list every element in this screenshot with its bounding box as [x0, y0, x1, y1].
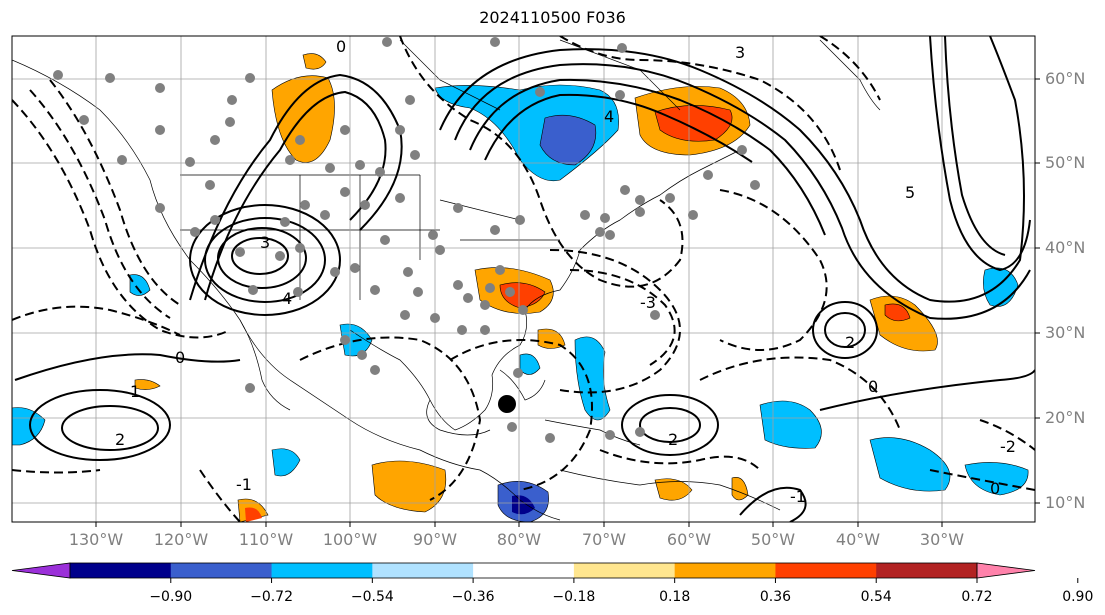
contour-label: 2 [668, 430, 678, 449]
shade-pacific-red [245, 507, 262, 522]
grid [12, 36, 1035, 522]
shade-pacific-nw-small [302, 53, 327, 70]
shade-canada-blue [539, 114, 597, 166]
solid-contours [14, 36, 1035, 522]
lon-tick-label: 70°W [582, 530, 626, 549]
contour-labels: 0 1 -1 2 -2 3 -3 4 5 0 2 3 4 2 0 0 -1 [115, 37, 1016, 506]
colorbar-tick-label: 0.90 [1062, 589, 1093, 605]
storm-center-marker [498, 395, 516, 413]
lon-tick-label: 130°W [69, 530, 124, 549]
lat-tick-label: 40°N [1045, 238, 1085, 257]
lat-tick-label: 30°N [1045, 323, 1085, 342]
colorbar-segment [674, 563, 776, 578]
shade-pacific-cyan-4 [129, 274, 151, 296]
colorbar-segment [170, 563, 273, 578]
colorbar-ticks [170, 578, 1079, 583]
colorbar-tick-label: −0.18 [552, 589, 595, 605]
contour-label: 1 [130, 382, 140, 401]
lon-tick-label: 100°W [323, 530, 378, 549]
shade-sa-orange-2 [731, 477, 749, 501]
colorbar-segment [573, 563, 676, 578]
contour-label: 3 [735, 43, 745, 62]
contour-label: 0 [868, 377, 878, 396]
shade-east-atl-cyan [869, 437, 951, 492]
contour-label: 4 [282, 289, 292, 308]
lon-tick-label: 60°W [667, 530, 711, 549]
shade-pacific-orange-2 [134, 379, 161, 390]
shade-pacific-cyan-3 [271, 448, 301, 477]
lat-tick-label: 60°N [1045, 69, 1085, 88]
colorbar-tick-label: −0.36 [452, 589, 495, 605]
contour-label: 2 [845, 333, 855, 352]
shade-mexico-orange [371, 460, 447, 513]
colorbar-segment [372, 563, 474, 578]
colorbar-tick-label: −0.90 [149, 589, 192, 605]
lat-axis: 60°N 50°N 40°N 30°N 20°N 10°N [1035, 69, 1085, 512]
contour-label: 5 [905, 183, 915, 202]
map-frame [11, 35, 1036, 523]
lat-tick-label: 10°N [1045, 493, 1085, 512]
map-contents: 0 1 -1 2 -2 3 -3 4 5 0 2 3 4 2 0 0 -1 [12, 36, 1035, 522]
chart-title: 2024110500 F036 [479, 8, 626, 27]
colorbar-extend-high [976, 562, 1036, 579]
contour-label: 4 [604, 107, 614, 126]
colorbar-tick-label: 0.72 [961, 589, 992, 605]
colorbar-segment [876, 563, 978, 578]
contour-label: 0 [175, 348, 185, 367]
lon-tick-label: 80°W [497, 530, 541, 549]
shade-east-atl-cyan-2 [964, 462, 1029, 496]
shaded-anomalies [12, 53, 1029, 522]
shade-gulf-cyan [519, 353, 541, 375]
contour-label: -1 [236, 475, 252, 494]
colorbar-outline [69, 562, 978, 579]
lon-tick-label: 30°W [920, 530, 964, 549]
shade-central-am-navy [512, 495, 535, 515]
colorbar-tick-label: 0.18 [659, 589, 690, 605]
lat-tick-label: 20°N [1045, 408, 1085, 427]
contour-label: 3 [260, 233, 270, 252]
lon-tick-label: 40°W [836, 530, 880, 549]
colorbar-tick-label: −0.72 [250, 589, 293, 605]
lon-tick-label: 110°W [239, 530, 294, 549]
shade-sa-orange [654, 478, 693, 501]
colorbar-tick-label: 0.54 [861, 589, 892, 605]
shade-caribbean-cyan [574, 336, 611, 421]
lon-tick-label: 50°W [751, 530, 795, 549]
colorbar: −0.90 −0.72 −0.54 −0.36 −0.18 0.18 0.36 0.54 0.7… [11, 562, 1093, 605]
station-markers [53, 37, 760, 443]
contour-label: -1 [790, 487, 806, 506]
shade-pacific-cyan [12, 407, 46, 446]
lat-tick-label: 50°N [1045, 153, 1085, 172]
shade-atlantic-red [884, 303, 911, 322]
contour-label: 0 [336, 37, 346, 56]
colorbar-tick-label: −0.54 [351, 589, 394, 605]
lon-axis: 130°W 120°W 110°W 100°W 90°W 80°W 70°W 6… [69, 522, 964, 549]
colorbar-segment [473, 563, 575, 578]
contour-label: 2 [115, 430, 125, 449]
contour-label: -3 [640, 293, 656, 312]
lon-tick-label: 90°W [413, 530, 457, 549]
colorbar-segment [775, 563, 877, 578]
colorbar-labels: −0.90 −0.72 −0.54 −0.36 −0.18 0.18 0.36 0.54 0.7… [149, 589, 1093, 605]
colorbar-extend-low [11, 562, 71, 579]
dashed-contours [12, 36, 1035, 522]
contour-label: 0 [990, 479, 1000, 498]
colorbar-segment [271, 563, 373, 578]
colorbar-segment [70, 563, 172, 578]
contour-label: -2 [1000, 437, 1016, 456]
colorbar-tick-label: 0.36 [760, 589, 791, 605]
shade-mid-atl-cyan [759, 400, 822, 449]
colorbar-segments [11, 562, 1036, 579]
lon-tick-label: 120°W [154, 530, 209, 549]
